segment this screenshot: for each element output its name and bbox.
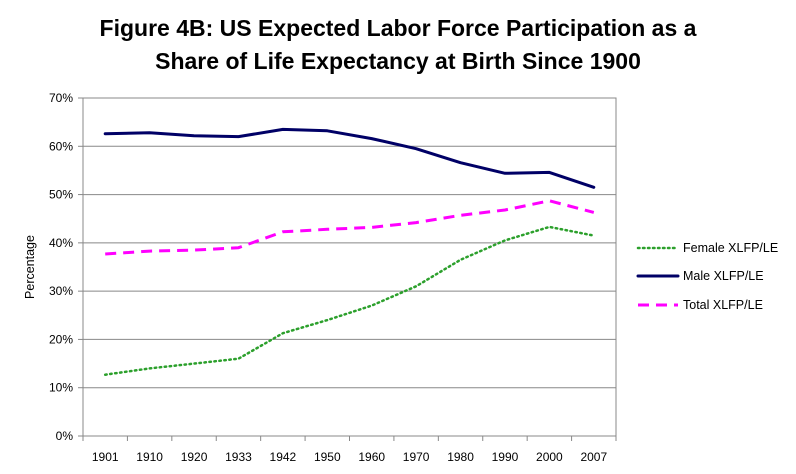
chart-title: Figure 4B: US Expected Labor Force Parti… [0, 12, 796, 78]
x-tick-label: 1990 [492, 450, 519, 464]
chart-title-line-2: Share of Life Expectancy at Birth Since … [155, 48, 641, 74]
series-line-female [103, 225, 596, 376]
x-tick-label: 2007 [580, 450, 607, 464]
legend-item: Female XLFP/LE [636, 241, 778, 255]
y-tick-label: 40% [49, 236, 73, 250]
plot-area [82, 97, 617, 437]
x-tick-label: 1910 [136, 450, 163, 464]
y-tick-label: 50% [49, 188, 73, 202]
x-tick-label: 1901 [92, 450, 119, 464]
y-axis-ticks: 0% 10% 20% 30% 40% 50% 60% 70% [49, 91, 83, 443]
y-tick-label: 70% [49, 91, 73, 105]
chart-title-line-1: Figure 4B: US Expected Labor Force Parti… [99, 15, 697, 41]
legend: Female XLFP/LE Male XLFP/LE Total XLFP/LE [636, 241, 778, 312]
y-axis-label: Percentage [23, 235, 37, 299]
x-tick-label: 2000 [536, 450, 563, 464]
series-line-male [103, 127, 596, 189]
x-tick-label: 1970 [403, 450, 430, 464]
x-axis-ticks: 1901 1910 1920 1933 1942 1950 1960 1970 1980 1990… [82, 436, 617, 464]
x-tick-label: 1920 [181, 450, 208, 464]
legend-item: Male XLFP/LE [636, 269, 764, 283]
series-line-total [105, 199, 595, 256]
x-tick-label: 1933 [225, 450, 252, 464]
legend-label: Male XLFP/LE [683, 269, 764, 283]
legend-item: Total XLFP/LE [638, 298, 763, 312]
series-lines [103, 127, 596, 376]
y-tick-label: 10% [49, 381, 73, 395]
x-tick-label: 1960 [358, 450, 385, 464]
x-tick-label: 1980 [447, 450, 474, 464]
legend-label: Total XLFP/LE [683, 298, 763, 312]
gridlines [83, 97, 616, 389]
y-tick-label: 20% [49, 332, 73, 346]
x-tick-label: 1942 [270, 450, 297, 464]
x-tick-label: 1950 [314, 450, 341, 464]
y-tick-label: 30% [49, 284, 73, 298]
y-tick-label: 0% [56, 429, 74, 443]
y-tick-label: 60% [49, 139, 73, 153]
legend-label: Female XLFP/LE [683, 241, 778, 255]
